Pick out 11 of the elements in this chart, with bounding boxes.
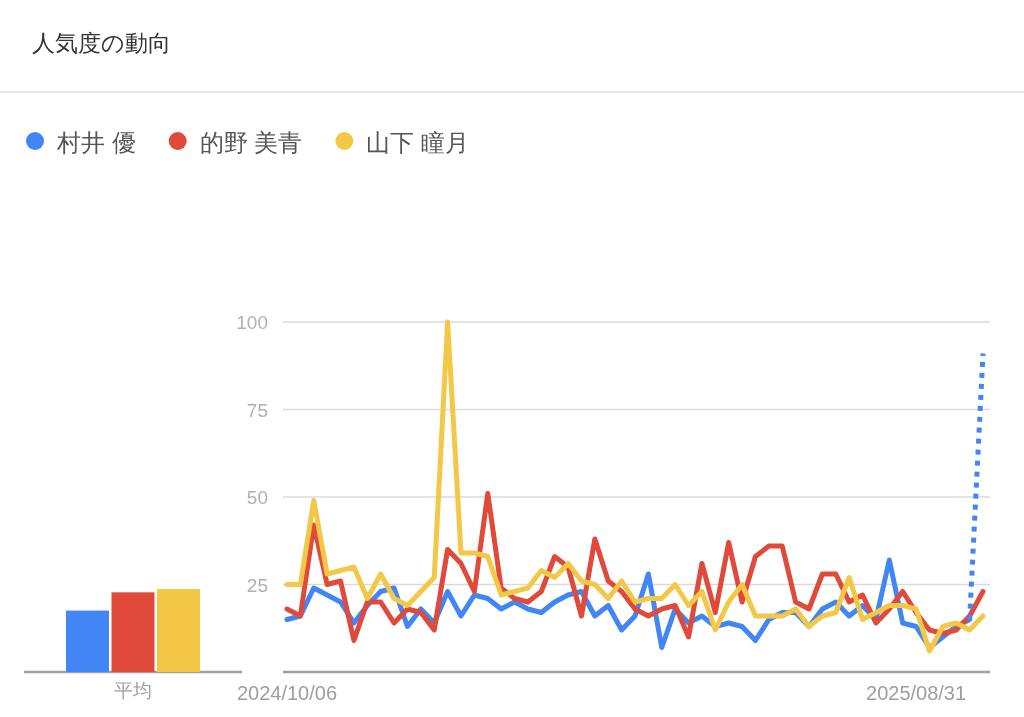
y-tick-label: 50 — [246, 487, 268, 508]
y-tick-label: 75 — [246, 399, 268, 421]
y-tick-label: 100 — [236, 312, 268, 333]
y-tick-label: 25 — [246, 574, 268, 596]
legend-label: 的野 美青 — [199, 129, 303, 156]
legend-label: 山下 瞳月 — [366, 129, 470, 156]
x-tick-label: 2025/08/31 — [866, 682, 967, 704]
x-tick-label: 2024/10/06 — [236, 682, 338, 704]
legend-label: 村井 優 — [56, 129, 136, 156]
x-tick-label: 平均 — [114, 680, 152, 701]
chart-title: 人気度の動向 — [32, 30, 171, 56]
